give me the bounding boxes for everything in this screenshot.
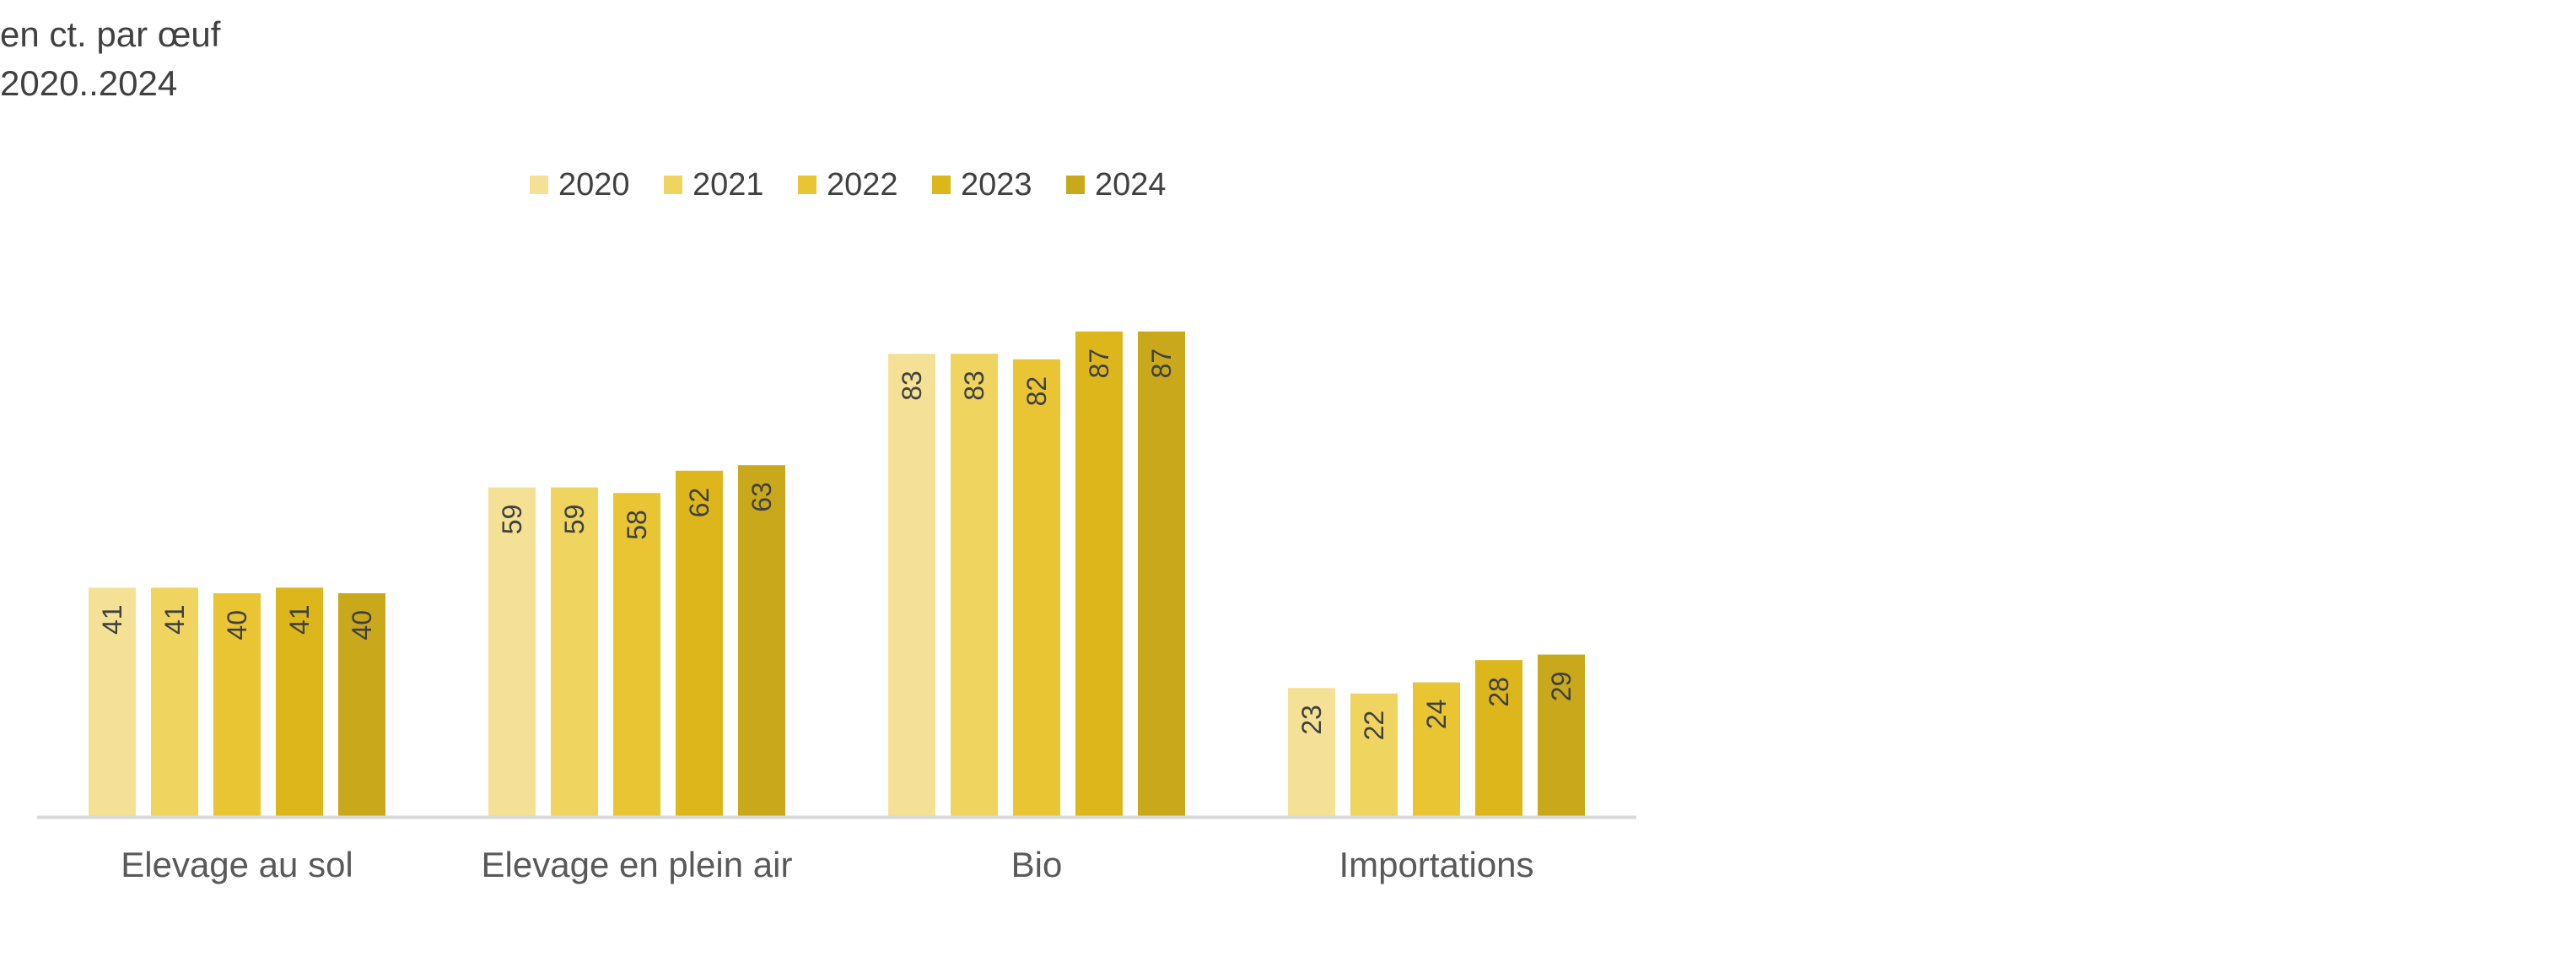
bar-bio-2023 [1075,331,1123,816]
bar-importations-2023 [1475,660,1522,816]
bar-value-label: 28 [1484,677,1514,707]
bar-value-label: 23 [1296,705,1327,735]
bar-value-label: 41 [159,604,190,635]
chart-bars: 41 41 40 41 40 59 59 58 62 63 83 83 82 87 87 23 22 24 28 29 [89,331,1585,816]
bar-bio-2022 [1013,359,1060,816]
legend-label: 2021 [693,167,764,203]
bar-importations-2024 [1538,654,1585,816]
bar-value-label: 41 [97,604,127,635]
x-tick-label: Bio [1011,845,1063,884]
x-tick-label: Elevage au sol [121,845,353,884]
bar-elevage-en-plein-air-2024 [738,465,785,816]
x-tick-label: Elevage en plein air [482,845,793,884]
bar-elevage-au-sol-2022 [213,593,261,816]
legend-swatch [664,176,682,194]
bar-value-label: 59 [559,505,590,535]
bar-value-label: 24 [1421,700,1452,730]
x-axis-tick-labels: Elevage au sol Elevage en plein air Bio Imp… [121,845,1533,884]
chart-unit-label: en ct. par œuf [0,14,221,54]
bar-value-label: 41 [284,604,315,635]
bar-importations-2022 [1413,682,1460,816]
bar-elevage-au-sol-2021 [151,587,198,816]
legend-label: 2022 [827,167,898,203]
bar-elevage-en-plein-air-2021 [551,487,598,816]
bar-value-label: 87 [1146,349,1177,379]
legend-label: 2020 [558,167,630,203]
bar-elevage-en-plein-air-2022 [613,493,660,816]
bar-value-label: 40 [347,610,377,641]
bar-value-label: 22 [1359,711,1389,741]
x-tick-label: Importations [1339,845,1533,884]
bar-bio-2021 [951,354,998,816]
bar-importations-2021 [1350,693,1398,816]
legend-swatch [1066,176,1085,194]
bar-value-label: 62 [684,488,714,518]
bar-elevage-au-sol-2024 [338,593,385,816]
bar-elevage-au-sol-2020 [89,587,136,816]
bar-value-label: 63 [746,482,777,512]
bar-bio-2024 [1138,331,1185,816]
bar-value-label: 83 [897,370,927,401]
bar-value-label: 40 [222,610,252,641]
chart-period-label: 2020..2024 [0,63,178,103]
bar-value-label: 29 [1546,672,1576,702]
bar-value-label: 82 [1021,376,1052,407]
bar-value-label: 87 [1084,349,1114,379]
legend-swatch [932,176,951,194]
chart-legend: 2020 2021 2022 2023 2024 [530,167,1167,203]
legend-swatch [798,176,816,194]
bar-importations-2020 [1288,688,1335,816]
bar-elevage-en-plein-air-2023 [676,470,723,816]
legend-label: 2024 [1095,167,1167,203]
bar-bio-2020 [888,354,935,816]
bar-elevage-au-sol-2023 [276,587,323,816]
legend-label: 2023 [961,167,1032,203]
bar-elevage-en-plein-air-2020 [488,487,536,816]
legend-swatch [530,176,548,194]
bar-value-label: 83 [959,370,989,401]
bar-value-label: 58 [622,510,652,540]
bar-value-label: 59 [497,505,527,535]
